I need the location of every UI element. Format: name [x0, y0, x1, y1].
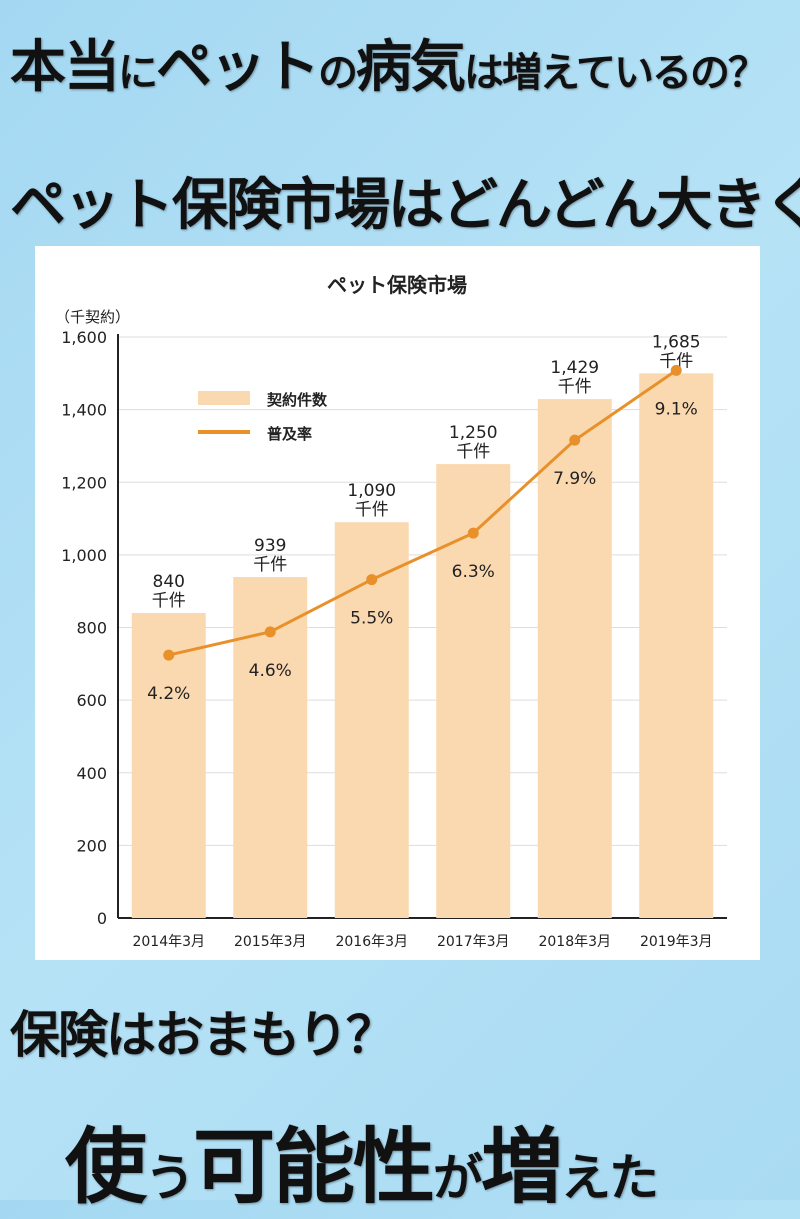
y-tick-label: 1,000 [61, 546, 107, 565]
headline-segment: う [145, 1149, 195, 1207]
x-tick-label: 2019年3月 [640, 934, 713, 950]
rate-label: 6.3% [452, 562, 495, 582]
y-tick-label: 200 [76, 836, 107, 855]
bar-unit-label: 千件 [659, 351, 693, 371]
x-tick-label: 2015年3月 [234, 934, 307, 950]
rate-point [264, 626, 276, 638]
rate-label: 7.9% [553, 469, 596, 489]
legend-bar-swatch [198, 391, 250, 405]
headline-segment: 増 [481, 1120, 563, 1215]
x-tick-label: 2016年3月 [335, 934, 408, 950]
bar-value-label: 1,429 [550, 358, 599, 378]
headline-segment: は増えているの？ [464, 50, 768, 96]
headline-segment: が [433, 1149, 483, 1207]
bar-unit-label: 千件 [456, 442, 490, 462]
bar-unit-label: 千件 [253, 555, 287, 575]
headline-segment: 使 [65, 1120, 147, 1215]
y-tick-label: 800 [76, 619, 107, 638]
headline-usage-increased: 使う可能性が増えた [65, 1100, 659, 1219]
y-tick-label: 1,600 [61, 328, 107, 347]
bar-value-label: 840 [153, 572, 185, 592]
bar-2017年3月 [436, 464, 511, 918]
bar-unit-label: 千件 [152, 591, 186, 611]
headline-question: 本当にペットの病気は増えているの？ [10, 22, 768, 103]
y-tick-label: 1,400 [61, 401, 107, 420]
x-tick-label: 2017年3月 [437, 934, 510, 950]
bar-unit-label: 千件 [558, 377, 592, 397]
headline-segment: 本当 [10, 35, 120, 100]
bar-2018年3月 [537, 399, 612, 918]
headline-segment: 可能性 [193, 1120, 435, 1215]
x-tick-label: 2014年3月 [132, 934, 205, 950]
headline-insurance-amulet: 保険はおまもり？ [10, 1006, 396, 1064]
rate-label: 4.6% [249, 661, 292, 681]
rate-point [467, 527, 479, 539]
legend-label-contracts: 契約件数 [266, 391, 328, 409]
headline-segment: えた [561, 1149, 659, 1207]
rate-point [569, 434, 581, 446]
pet-insurance-market-chart: ペット保険市場 （千契約） 0 200 400 600 800 1,000 1,200 1,400… [55, 273, 727, 950]
y-tick-label: 1,200 [61, 473, 107, 492]
rate-point [163, 649, 175, 661]
y-axis-label: （千契約） [55, 308, 130, 326]
rate-label: 4.2% [147, 684, 190, 704]
legend-label-rate: 普及率 [267, 425, 312, 443]
rate-label: 9.1% [655, 399, 698, 419]
bar-value-label: 939 [254, 536, 286, 556]
x-tick-label: 2018年3月 [538, 934, 611, 950]
y-tick-label: 0 [97, 909, 107, 928]
rate-label: 5.5% [350, 609, 393, 629]
headline-segment: 病気 [356, 35, 466, 100]
chart-title: ペット保険市場 [327, 273, 467, 297]
headline-segment: ペット [156, 35, 320, 100]
headline-segment: に [118, 50, 158, 96]
bar-2019年3月 [639, 373, 714, 918]
rate-point [670, 364, 682, 376]
bar-value-label: 1,250 [449, 423, 498, 443]
rate-point [366, 574, 378, 586]
rate-line [168, 369, 678, 657]
y-tick-label: 400 [76, 764, 107, 783]
legend-line-swatch [198, 430, 250, 434]
chart-panel: ペット保険市場 （千契約） 0 200 400 600 800 1,000 1,200 1,400… [35, 246, 760, 960]
bar-unit-label: 千件 [355, 500, 389, 520]
bar-2014年3月 [131, 612, 206, 918]
y-tick-label: 600 [76, 691, 107, 710]
headline-segment: の [318, 50, 358, 96]
headline-market-growing: ペット保険市場はどんどん大きく [10, 173, 800, 238]
bar-2016年3月 [334, 522, 409, 918]
bar-value-label: 1,685 [652, 332, 701, 352]
bar-value-label: 1,090 [347, 481, 396, 501]
